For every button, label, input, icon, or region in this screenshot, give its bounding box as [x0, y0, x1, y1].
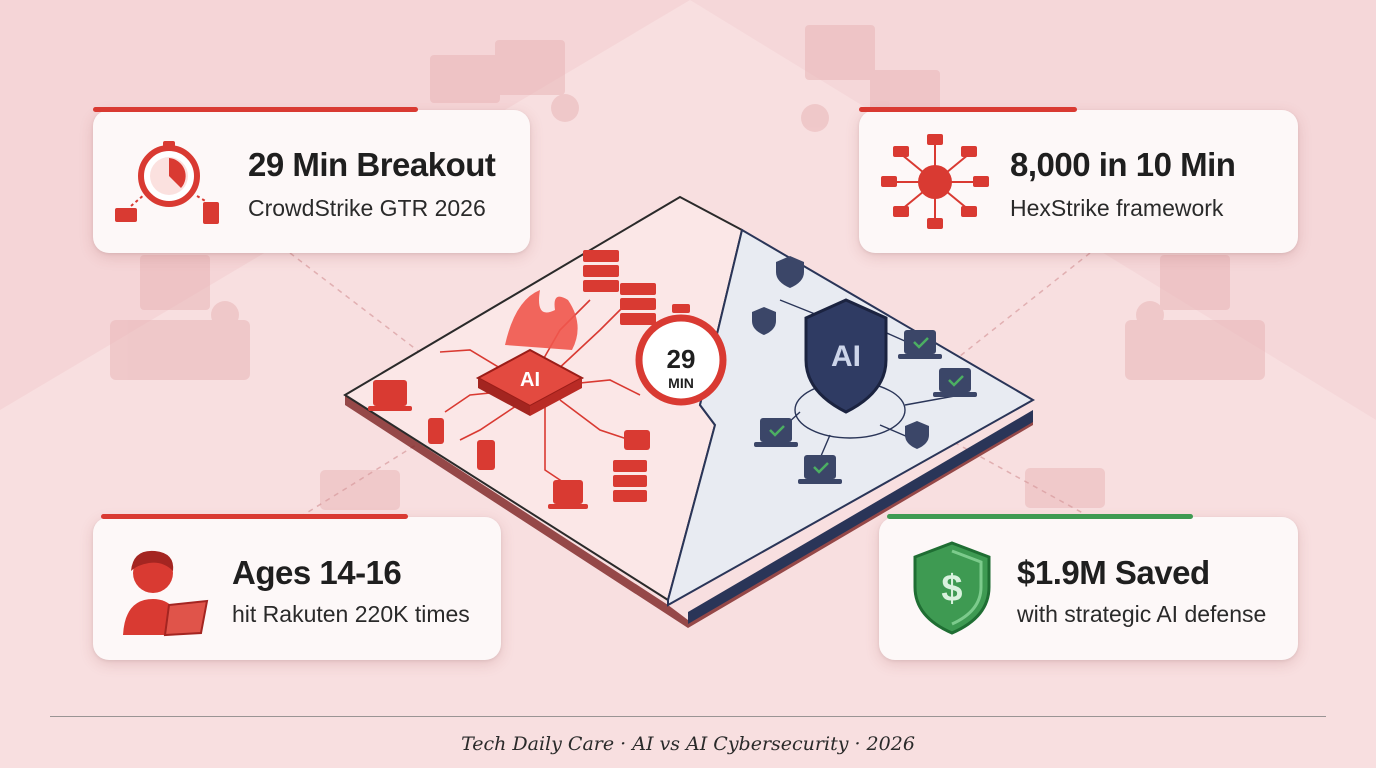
dollar-shield-icon: $: [913, 541, 991, 635]
accent-bar: [859, 107, 1077, 112]
accent-bar: [101, 514, 408, 519]
footer-caption: Tech Daily Care · AI vs AI Cybersecurity…: [461, 733, 915, 755]
timer-unit: MIN: [668, 375, 694, 391]
svg-text:$: $: [941, 568, 962, 610]
card-title: 8,000 in 10 Min: [1010, 146, 1236, 183]
stat-card-savings: $ $1.9M Saved with strategic AI defense: [879, 514, 1298, 660]
stat-card-teen-hackers: Ages 14-16 hit Rakuten 220K times: [93, 514, 501, 660]
card-subtitle: with strategic AI defense: [1017, 601, 1267, 627]
stat-card-breakout: 29 Min Breakout CrowdStrike GTR 2026: [93, 107, 530, 253]
compromised-laptop-icon: [368, 380, 588, 509]
card-subtitle: HexStrike framework: [1010, 195, 1224, 221]
teen-hacker-icon: [123, 550, 209, 637]
card-subtitle: CrowdStrike GTR 2026: [248, 195, 486, 221]
footer-divider: [50, 716, 1326, 717]
stat-card-hexstrike: 8,000 in 10 Min HexStrike framework: [859, 107, 1298, 253]
server-stack-icon: [583, 250, 656, 502]
fire-icon: [505, 290, 578, 350]
card-subtitle: hit Rakuten 220K times: [232, 601, 470, 627]
lock-shield-icon: [752, 256, 929, 449]
accent-bar: [887, 514, 1193, 519]
shield-label: AI: [831, 340, 861, 373]
ai-chip-icon: [475, 348, 585, 416]
chip-label: AI: [520, 369, 540, 391]
accent-bar: [93, 107, 418, 112]
card-title: Ages 14-16: [232, 554, 402, 591]
stopwatch-network-icon: [115, 141, 219, 224]
card-title: 29 Min Breakout: [248, 146, 496, 183]
network-hub-icon: [881, 134, 989, 229]
timer-number: 29: [667, 344, 696, 374]
protected-laptop-icon: [754, 330, 977, 484]
stopwatch-icon: [635, 304, 727, 406]
ai-shield-icon: [804, 298, 888, 414]
card-title: $1.9M Saved: [1017, 554, 1210, 591]
